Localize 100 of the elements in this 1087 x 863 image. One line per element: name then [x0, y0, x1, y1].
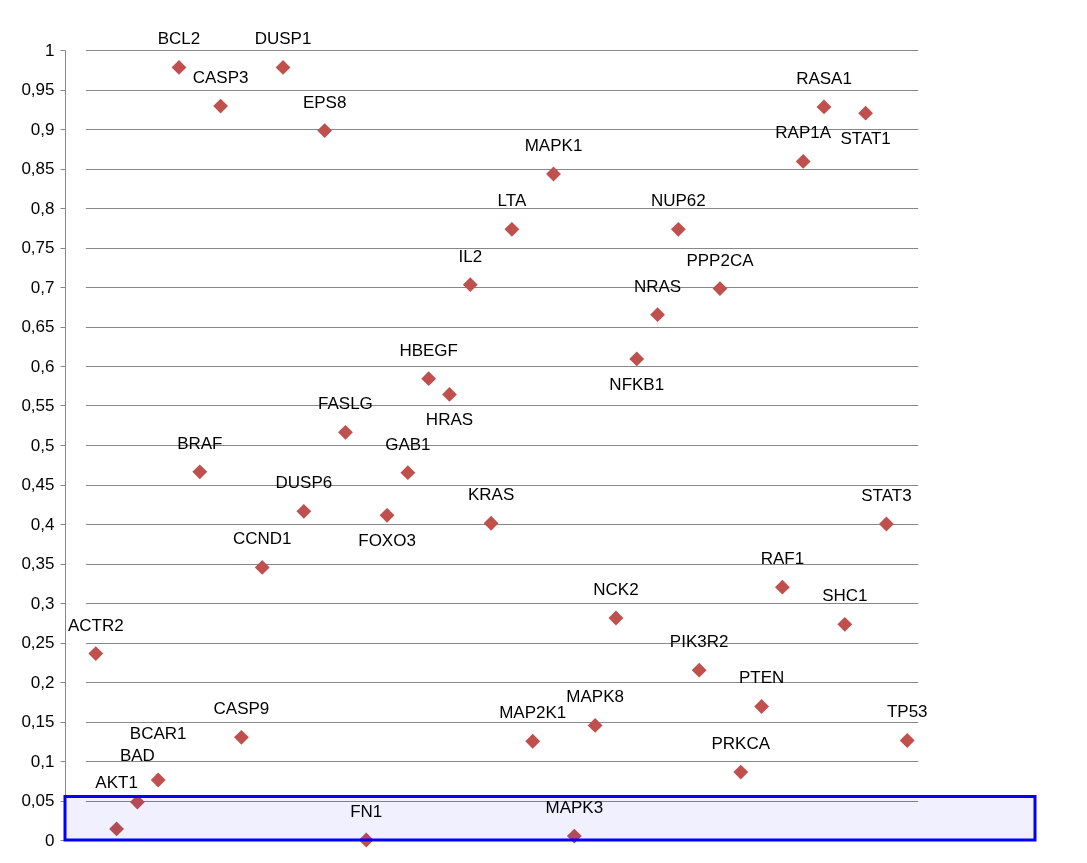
x-tick-label: EPS8 — [302, 92, 347, 112]
point — [462, 277, 478, 293]
x-tick-label: PTEN — [738, 668, 785, 688]
point — [858, 105, 874, 121]
x-tick-label: PIK3R2 — [669, 632, 729, 652]
y-tick-label: 0,4 — [30, 514, 55, 534]
x-tick-label: FN1 — [350, 802, 383, 821]
point — [629, 351, 645, 367]
point — [650, 307, 665, 323]
x-tick-label: CASP3 — [192, 68, 249, 88]
y-tick-label: 0,95 — [21, 80, 55, 99]
y-tick-label: 0,1 — [30, 751, 55, 771]
y-tick-label: 0,55 — [21, 396, 55, 415]
x-tick-label: BAD — [119, 746, 155, 766]
point — [733, 764, 749, 780]
y-tick-label: 0,2 — [30, 672, 55, 692]
x-tick-label: MAP2K1 — [499, 703, 567, 723]
x-tick-label: KRAS — [467, 485, 515, 505]
x-tick-label: FASLG — [318, 394, 373, 414]
x-tick-label: GAB1 — [385, 434, 431, 454]
x-tick-label: DUSP1 — [254, 29, 312, 49]
point — [879, 516, 894, 532]
x-tick-label: MAPK3 — [545, 798, 604, 818]
x-tick-label: PRKCA — [711, 734, 771, 754]
x-tick-label: RAF1 — [760, 549, 805, 569]
point — [816, 99, 832, 115]
x-tick-label: LTA — [497, 191, 527, 211]
x-tick-label: BCL2 — [157, 29, 201, 49]
y-tick-label: 0,35 — [21, 554, 55, 573]
point — [400, 465, 416, 481]
y-tick-label: 0,3 — [30, 593, 55, 613]
y-tick-label: 0,65 — [21, 317, 55, 336]
point — [254, 560, 270, 575]
point — [837, 616, 853, 632]
point — [171, 59, 187, 75]
x-tick-label: SHC1 — [822, 586, 868, 606]
point — [712, 281, 728, 296]
x-tick-label: CASP9 — [213, 699, 270, 719]
x-tick-label: NUP62 — [650, 191, 706, 211]
x-tick-label: STAT3 — [861, 486, 912, 505]
x-tick-label: ACTR2 — [67, 615, 124, 635]
point — [691, 662, 707, 678]
y-tick-label: 0,45 — [21, 475, 55, 494]
point — [275, 59, 291, 75]
point — [192, 464, 208, 480]
point — [795, 153, 811, 169]
x-tick-label: STAT1 — [840, 129, 891, 149]
point — [150, 772, 166, 788]
x-tick-label: BRAF — [177, 433, 223, 453]
y-tick-label: 0,9 — [30, 119, 55, 139]
x-tick-label: NRAS — [633, 276, 682, 296]
point — [129, 794, 145, 810]
x-tick-label: CCND1 — [232, 529, 292, 549]
y-tick-label: 0,6 — [30, 356, 55, 376]
x-tick-label: NCK2 — [593, 580, 639, 600]
y-tick-label: 0,5 — [30, 435, 55, 455]
x-tick-label: TP53 — [886, 702, 928, 722]
y-tick-label: 0,75 — [21, 238, 55, 257]
x-tick-label: DUSP6 — [275, 473, 333, 493]
point — [358, 832, 374, 848]
x-tick-label: RASA1 — [796, 68, 852, 88]
point — [338, 424, 353, 440]
y-tick-label: 0,7 — [30, 277, 55, 297]
point — [442, 387, 457, 402]
point — [483, 515, 499, 531]
point — [754, 699, 769, 714]
x-tick-label: MAPK8 — [566, 687, 624, 707]
y-tick-label: 0 — [45, 830, 55, 850]
point — [566, 828, 582, 844]
x-tick-label: BCAR1 — [129, 723, 187, 743]
point — [587, 718, 603, 733]
point — [88, 646, 104, 661]
point — [525, 733, 541, 749]
y-tick-label: 0,25 — [21, 633, 55, 652]
point — [774, 579, 790, 595]
point — [213, 98, 229, 114]
point — [234, 729, 249, 745]
x-tick-label: HRAS — [425, 410, 474, 430]
x-tick-label: PPP2CA — [686, 250, 755, 270]
point — [296, 503, 312, 519]
x-tick-label: RAP1A — [775, 123, 832, 143]
x-tick-label: AKT1 — [95, 772, 138, 792]
x-tick-label: IL2 — [458, 246, 483, 266]
y-tick-label: 1 — [45, 40, 55, 60]
x-tick-label: FOXO3 — [358, 531, 416, 551]
point — [109, 821, 124, 837]
point — [421, 371, 437, 387]
y-tick-label: 0,8 — [30, 198, 55, 218]
y-tick-label: 0,05 — [21, 791, 55, 810]
point — [670, 221, 686, 237]
point — [379, 507, 395, 523]
point — [608, 610, 624, 626]
point — [899, 733, 915, 748]
x-tick-label: MAPK1 — [524, 136, 583, 156]
y-tick-label: 0,85 — [21, 159, 55, 178]
point — [504, 221, 520, 237]
x-tick-label: NFKB1 — [609, 374, 665, 394]
point — [317, 123, 333, 138]
y-tick-label: 0,15 — [21, 712, 55, 731]
x-tick-label: HBEGF — [399, 340, 458, 360]
